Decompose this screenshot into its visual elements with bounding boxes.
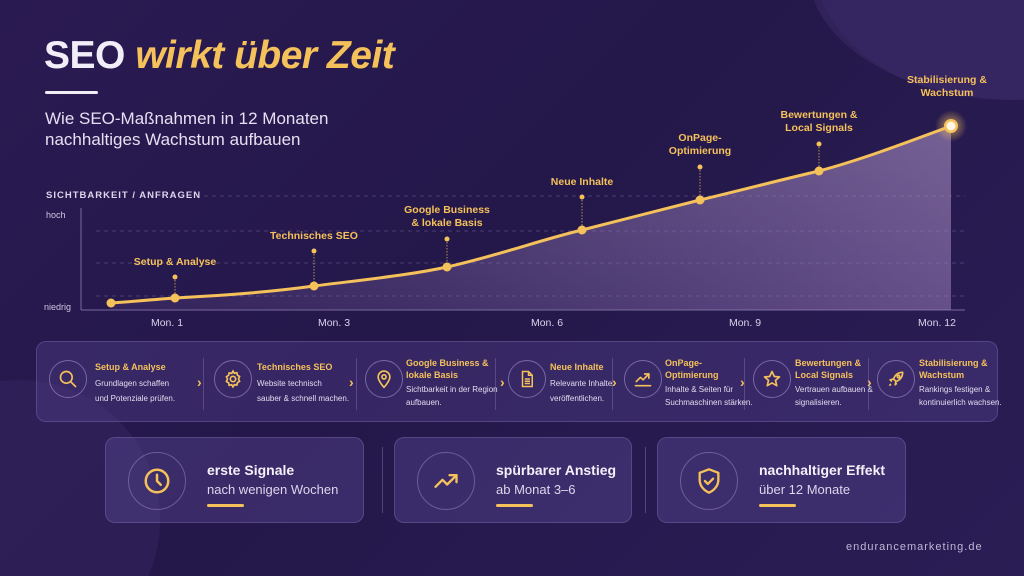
kpi-accent-bar [759,504,796,507]
steps-panel: Setup & Analyse Grundlagen schaffen und … [36,341,1002,423]
x-tick-mon-12: Mon. 12 [918,317,956,329]
kpi-subtitle: über 12 Monate [759,482,851,497]
step-technisches-seo: Technisches SEO Website technisch sauber… [214,342,364,423]
step-onpage-optimierung: OnPage- Optimierung Inhalte & Seiten für… [624,342,754,423]
clock-icon [128,452,186,510]
x-tick-mon-3: Mon. 3 [317,317,351,329]
star-icon [753,360,791,398]
milestone-label: Bewertungen & Local Signals [780,109,858,134]
x-tick-mon-6: Mon. 6 [530,317,564,329]
subtitle-line-1: Wie SEO-Maßnahmen in 12 Monaten [45,109,329,128]
divider [645,447,646,513]
milestone-label: Neue Inhalte [550,176,614,188]
divider [382,447,383,513]
kpi-title: erste Signale [207,462,295,478]
step-bewertungen: Bewertungen & Local Signals Vertrauen au… [753,342,873,423]
rocket-icon [877,360,915,398]
title-part-2: wirkt über Zeit [135,34,395,77]
milestone-label: OnPage- Optimierung [668,132,732,157]
divider [744,358,745,410]
y-axis-label-low: niedrig [44,302,72,312]
page-subtitle: Wie SEO-Maßnahmen in 12 Monaten nachhalt… [45,108,328,150]
milestone-label: Setup & Analyse [133,256,217,268]
chevron-right-icon: › [500,374,505,390]
kpi-title: spürbarer Anstieg [496,462,617,478]
title-part-1: SEO [44,34,125,77]
page-title: SEO wirkt über Zeit [44,34,395,78]
shield-check-icon [680,452,738,510]
kpi-card-anstieg: spürbarer Anstieg ab Monat 3–6 [394,437,632,523]
gear-icon [214,360,252,398]
divider [203,358,204,410]
kpi-accent-bar [207,504,244,507]
divider [612,358,613,410]
trend-up-icon [624,360,662,398]
kpi-card-nachhaltig: nachhaltiger Effekt über 12 Monate [657,437,906,523]
divider [495,358,496,410]
kpi-subtitle: nach wenigen Wochen [207,482,339,497]
kpi-subtitle: ab Monat 3–6 [496,482,576,497]
chevron-right-icon: › [867,374,872,390]
divider [868,358,869,410]
footer-website: endurancemarketing.de [846,541,983,553]
step-google-business: Google Business & lokale Basis Sichtbark… [365,342,505,423]
chevron-right-icon: › [349,374,354,390]
milestone-label: Stabilisierung & Wachstum [907,74,987,99]
search-icon [49,360,87,398]
milestone-label: Google Business & lokale Basis [404,204,490,229]
kpi-accent-bar [496,504,533,507]
step-stabilisierung: Stabilisierung & Wachstum Rankings festi… [877,342,1002,423]
title-underline [45,91,98,94]
location-pin-icon [365,360,403,398]
x-tick-mon-9: Mon. 9 [728,317,762,329]
trend-up-icon [417,452,475,510]
document-icon [508,360,546,398]
y-axis-label-high: hoch [46,210,66,220]
kpi-title: nachhaltiger Effekt [759,462,886,478]
kpi-card-erste-signale: erste Signale nach wenigen Wochen [105,437,364,523]
x-tick-mon-1: Mon. 1 [150,317,184,329]
step-setup-analyse: Setup & Analyse Grundlagen schaffen und … [49,342,199,423]
chevron-right-icon: › [612,374,617,390]
step-neue-inhalte: Neue Inhalte Relevante Inhalte veröffent… [508,342,618,423]
y-axis-title: SICHTBARKEIT / ANFRAGEN [46,190,202,201]
chevron-right-icon: › [740,374,745,390]
milestone-label: Technisches SEO [270,230,358,242]
subtitle-line-2: nachhaltiges Wachstum aufbauen [45,130,301,149]
chevron-right-icon: › [197,374,202,390]
divider [356,358,357,410]
